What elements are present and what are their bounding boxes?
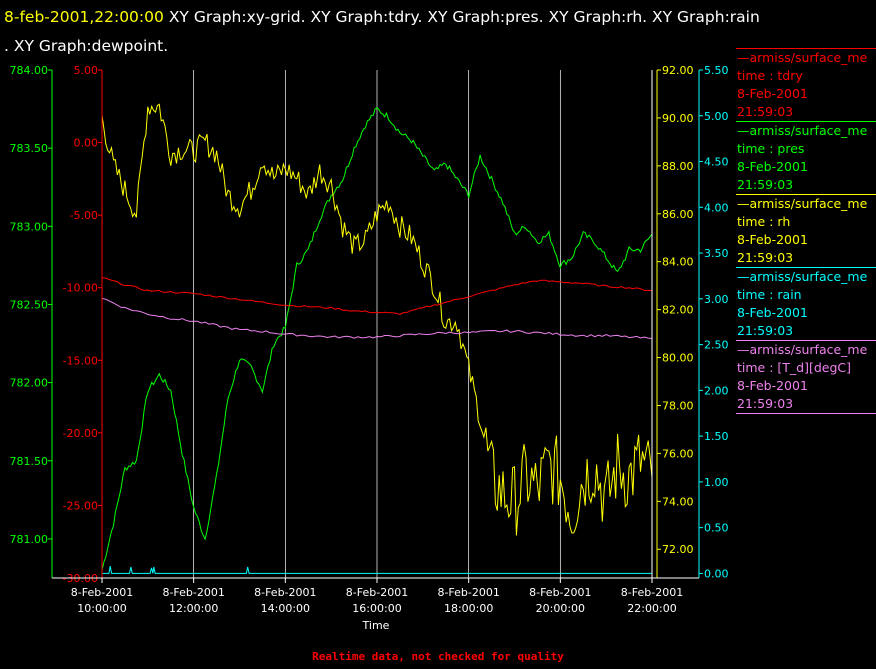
series-line-2 [101, 277, 653, 316]
y-tick-label: 88.00 [662, 160, 694, 173]
y-tick-label: 5.50 [704, 64, 729, 77]
series-line-1 [101, 103, 653, 536]
y-tick-label: 2.50 [704, 339, 729, 352]
legend-series-label: time : rh [737, 214, 791, 229]
legend-date: 8-Feb-2001 [737, 159, 808, 174]
y-tick-label: 1.50 [704, 430, 729, 443]
grid-lines [193, 70, 561, 578]
y-tick-label: 784.00 [10, 64, 49, 77]
y-tick-label: -10.00 [63, 282, 98, 295]
y-tick-label: 84.00 [662, 256, 694, 269]
y-tick-label: 3.00 [704, 293, 729, 306]
y-tick-label: 86.00 [662, 208, 694, 221]
legend-time: 21:59:03 [737, 323, 794, 338]
y-tick-label: -20.00 [63, 427, 98, 440]
y-tick-label: 781.00 [10, 533, 49, 546]
y-tick-label: 4.50 [704, 156, 729, 169]
legend-time: 21:59:03 [737, 396, 794, 411]
legend-series-label: time : tdry [737, 68, 803, 83]
legend-series-label: time : rain [737, 287, 802, 302]
y-tick-label: 0.00 [74, 137, 99, 150]
y-tick-label: 76.00 [662, 447, 694, 460]
y-tick-label: 5.00 [704, 110, 729, 123]
x-tick-time: 22:00:00 [627, 602, 676, 615]
window-title: 8-feb-2001,22:00:00 XY Graph:xy-grid. XY… [4, 3, 874, 61]
x-tick-date: 8-Feb-2001 [254, 586, 316, 599]
y-tick-label: 90.00 [662, 112, 694, 125]
x-tick-date: 8-Feb-2001 [346, 586, 408, 599]
legend-end-rule [736, 413, 876, 414]
xy-chart: 781.00 781.50 782.00 782.50 783.00 783.50 784.… [10, 64, 729, 632]
x-tick-time: 14:00:00 [261, 602, 310, 615]
y-tick-label: 782.50 [10, 298, 49, 311]
legend-panel: —armiss/surface_me time : tdry 8-Feb-2001 2… [736, 48, 876, 414]
y-tick-label: -25.00 [63, 499, 98, 512]
y-tick-label: 0.50 [704, 522, 729, 535]
title-graph-list: XY Graph:xy-grid. XY Graph:tdry. XY Grap… [168, 8, 760, 26]
x-axis-ticks: 8-Feb-2001 10:00:00 8-Feb-2001 12:00:00 8-Fe… [71, 578, 683, 615]
y-tick-label: 782.00 [10, 377, 49, 390]
legend-date: 8-Feb-2001 [737, 86, 808, 101]
y-tick-label: 2.00 [704, 384, 729, 397]
y-tick-label: 72.00 [662, 543, 694, 556]
y-tick-label: 74.00 [662, 495, 694, 508]
y-tick-label: 781.50 [10, 455, 49, 468]
x-tick-date: 8-Feb-2001 [437, 586, 499, 599]
title-graph-list-cont: . XY Graph:dewpoint. [4, 37, 169, 55]
x-tick-time: 12:00:00 [169, 602, 218, 615]
series-line-4 [102, 566, 652, 574]
title-date: 8-feb-2001,22:00:00 [4, 8, 164, 26]
legend-series-name: —armiss/surface_me [737, 50, 868, 65]
legend-date: 8-Feb-2001 [737, 305, 808, 320]
x-tick-date: 8-Feb-2001 [529, 586, 591, 599]
legend-series-name: —armiss/surface_me [737, 123, 868, 138]
y-tick-label: 80.00 [662, 352, 694, 365]
legend-series-label: time : [T_d][degC] [737, 360, 852, 375]
axes: 781.00 781.50 782.00 782.50 783.00 783.50 784.… [10, 64, 729, 585]
legend-date: 8-Feb-2001 [737, 232, 808, 247]
y-tick-label: -15.00 [63, 354, 98, 367]
legend-time: 21:59:03 [737, 250, 794, 265]
plot-series [101, 103, 653, 574]
y-tick-label: 783.00 [10, 220, 49, 233]
x-tick-date: 8-Feb-2001 [71, 586, 133, 599]
x-tick-time: 18:00:00 [444, 602, 493, 615]
y-tick-label: 4.00 [704, 201, 729, 214]
x-tick-time: 10:00:00 [77, 602, 126, 615]
y-tick-label: 82.00 [662, 304, 694, 317]
series-line-3 [101, 297, 653, 339]
legend-series-name: —armiss/surface_me [737, 342, 868, 357]
y-tick-label: 0.00 [704, 567, 729, 580]
legend-series-name: —armiss/surface_me [737, 269, 868, 284]
y-tick-label: 3.50 [704, 247, 729, 260]
legend-series-label: time : pres [737, 141, 805, 156]
y-tick-label: 1.00 [704, 476, 729, 489]
quality-warning: Realtime data, not checked for quality [312, 650, 564, 663]
x-axis-label: Time [362, 619, 390, 632]
legend-series-name: —armiss/surface_me [737, 196, 868, 211]
y-tick-label: 783.50 [10, 142, 49, 155]
x-tick-time: 20:00:00 [536, 602, 585, 615]
x-tick-date: 8-Feb-2001 [621, 586, 683, 599]
y-tick-label: 92.00 [662, 64, 694, 77]
x-tick-date: 8-Feb-2001 [162, 586, 224, 599]
legend-time: 21:59:03 [737, 104, 794, 119]
y-tick-label: 78.00 [662, 399, 694, 412]
y-tick-label: -5.00 [70, 209, 98, 222]
legend-time: 21:59:03 [737, 177, 794, 192]
series-line-0 [101, 107, 653, 571]
y-tick-label: 5.00 [74, 64, 99, 77]
legend-date: 8-Feb-2001 [737, 378, 808, 393]
x-tick-time: 16:00:00 [352, 602, 401, 615]
